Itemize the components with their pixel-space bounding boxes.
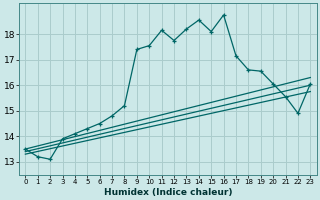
X-axis label: Humidex (Indice chaleur): Humidex (Indice chaleur)	[104, 188, 232, 197]
